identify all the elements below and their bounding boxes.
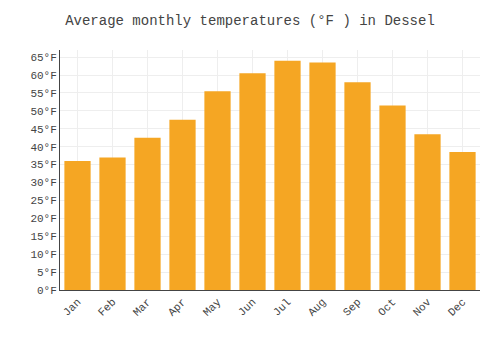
- svg-text:65°F: 65°F: [30, 52, 56, 64]
- svg-text:0°F: 0°F: [37, 285, 57, 297]
- svg-text:Sep: Sep: [341, 296, 363, 318]
- svg-text:Jun: Jun: [236, 296, 258, 318]
- svg-text:Nov: Nov: [411, 296, 434, 319]
- svg-text:35°F: 35°F: [30, 159, 56, 171]
- svg-text:50°F: 50°F: [30, 106, 56, 118]
- svg-text:15°F: 15°F: [30, 231, 56, 243]
- svg-text:10°F: 10°F: [30, 249, 56, 261]
- svg-text:Aug: Aug: [306, 296, 328, 318]
- svg-text:Feb: Feb: [96, 296, 118, 318]
- svg-text:20°F: 20°F: [30, 213, 56, 225]
- svg-text:Dec: Dec: [446, 296, 468, 318]
- svg-text:55°F: 55°F: [30, 88, 56, 100]
- svg-text:25°F: 25°F: [30, 195, 56, 207]
- svg-text:May: May: [201, 296, 224, 319]
- svg-text:Apr: Apr: [166, 296, 188, 318]
- svg-text:45°F: 45°F: [30, 124, 56, 136]
- svg-text:Average monthly temperatures (: Average monthly temperatures (°F ) in De…: [65, 13, 435, 29]
- svg-text:40°F: 40°F: [30, 142, 56, 154]
- svg-text:Oct: Oct: [376, 296, 398, 318]
- svg-text:Jan: Jan: [61, 296, 83, 318]
- svg-text:Mar: Mar: [131, 296, 153, 318]
- svg-text:60°F: 60°F: [30, 70, 56, 82]
- svg-text:Jul: Jul: [271, 296, 293, 318]
- svg-text:5°F: 5°F: [37, 267, 57, 279]
- svg-text:30°F: 30°F: [30, 177, 56, 189]
